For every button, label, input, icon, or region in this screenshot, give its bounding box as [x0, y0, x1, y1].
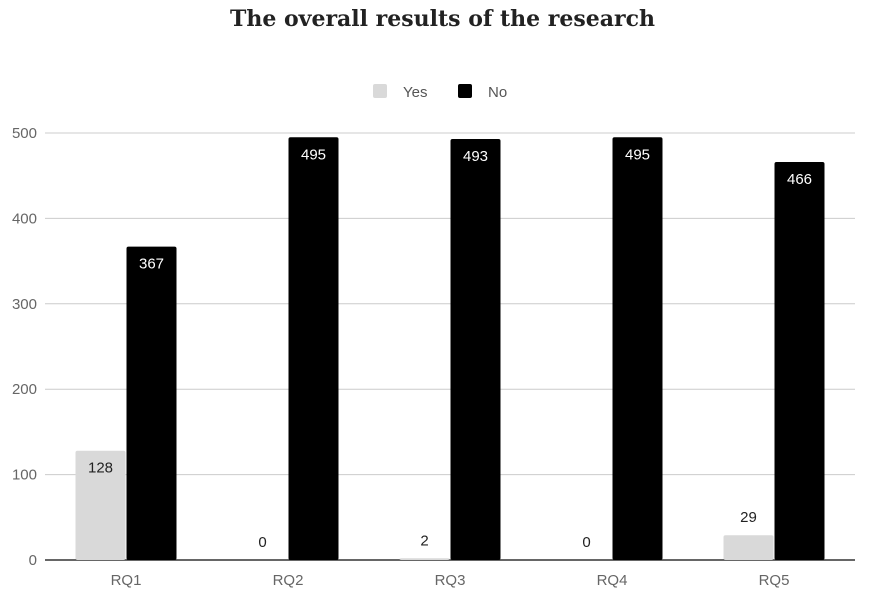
data-label-yes-rq3: 2 — [420, 532, 428, 549]
data-label-no-rq4: 495 — [625, 146, 650, 163]
y-axis: 0 100 200 300 400 500 — [12, 125, 37, 569]
legend-swatch-no — [458, 84, 472, 98]
chart-title: The overall results of the research — [229, 6, 656, 32]
data-label-no-rq1: 367 — [139, 256, 164, 273]
data-label-no-rq2: 495 — [301, 146, 326, 163]
bars — [75, 137, 825, 560]
data-label-no-rq3: 493 — [463, 148, 488, 165]
bar-no-rq5 — [774, 162, 825, 560]
bar-no-rq3 — [450, 138, 501, 560]
legend-label-no: No — [488, 84, 507, 101]
data-label-yes-rq2: 0 — [258, 534, 266, 551]
x-tick-label: RQ4 — [597, 572, 628, 589]
bar-yes-rq1 — [75, 450, 126, 560]
data-label-yes-rq1: 128 — [88, 460, 113, 477]
legend: Yes No — [373, 84, 507, 101]
x-tick-label: RQ2 — [273, 572, 304, 589]
legend-swatch-yes — [373, 84, 387, 98]
data-label-yes-rq4: 0 — [582, 534, 590, 551]
x-tick-label: RQ5 — [759, 572, 790, 589]
bar-no-rq2 — [288, 137, 339, 560]
y-tick-label: 0 — [29, 552, 37, 569]
gridlines — [45, 132, 855, 561]
data-label-yes-rq5: 29 — [740, 509, 757, 526]
x-tick-label: RQ1 — [111, 572, 142, 589]
y-tick-label: 400 — [12, 210, 37, 227]
x-axis: RQ1 RQ2 RQ3 RQ4 RQ5 — [111, 572, 790, 589]
bar-yes-rq3 — [399, 558, 450, 560]
bar-yes-rq5 — [723, 535, 774, 560]
legend-label-yes: Yes — [403, 84, 427, 101]
data-labels: 128 367 0 495 2 493 0 495 29 466 — [88, 146, 812, 551]
bar-no-rq4 — [612, 137, 663, 560]
y-tick-label: 200 — [12, 381, 37, 398]
bar-no-rq1 — [126, 246, 177, 560]
y-tick-label: 100 — [12, 467, 37, 484]
y-tick-label: 500 — [12, 125, 37, 142]
data-label-no-rq5: 466 — [787, 171, 812, 188]
x-tick-label: RQ3 — [435, 572, 466, 589]
y-tick-label: 300 — [12, 296, 37, 313]
